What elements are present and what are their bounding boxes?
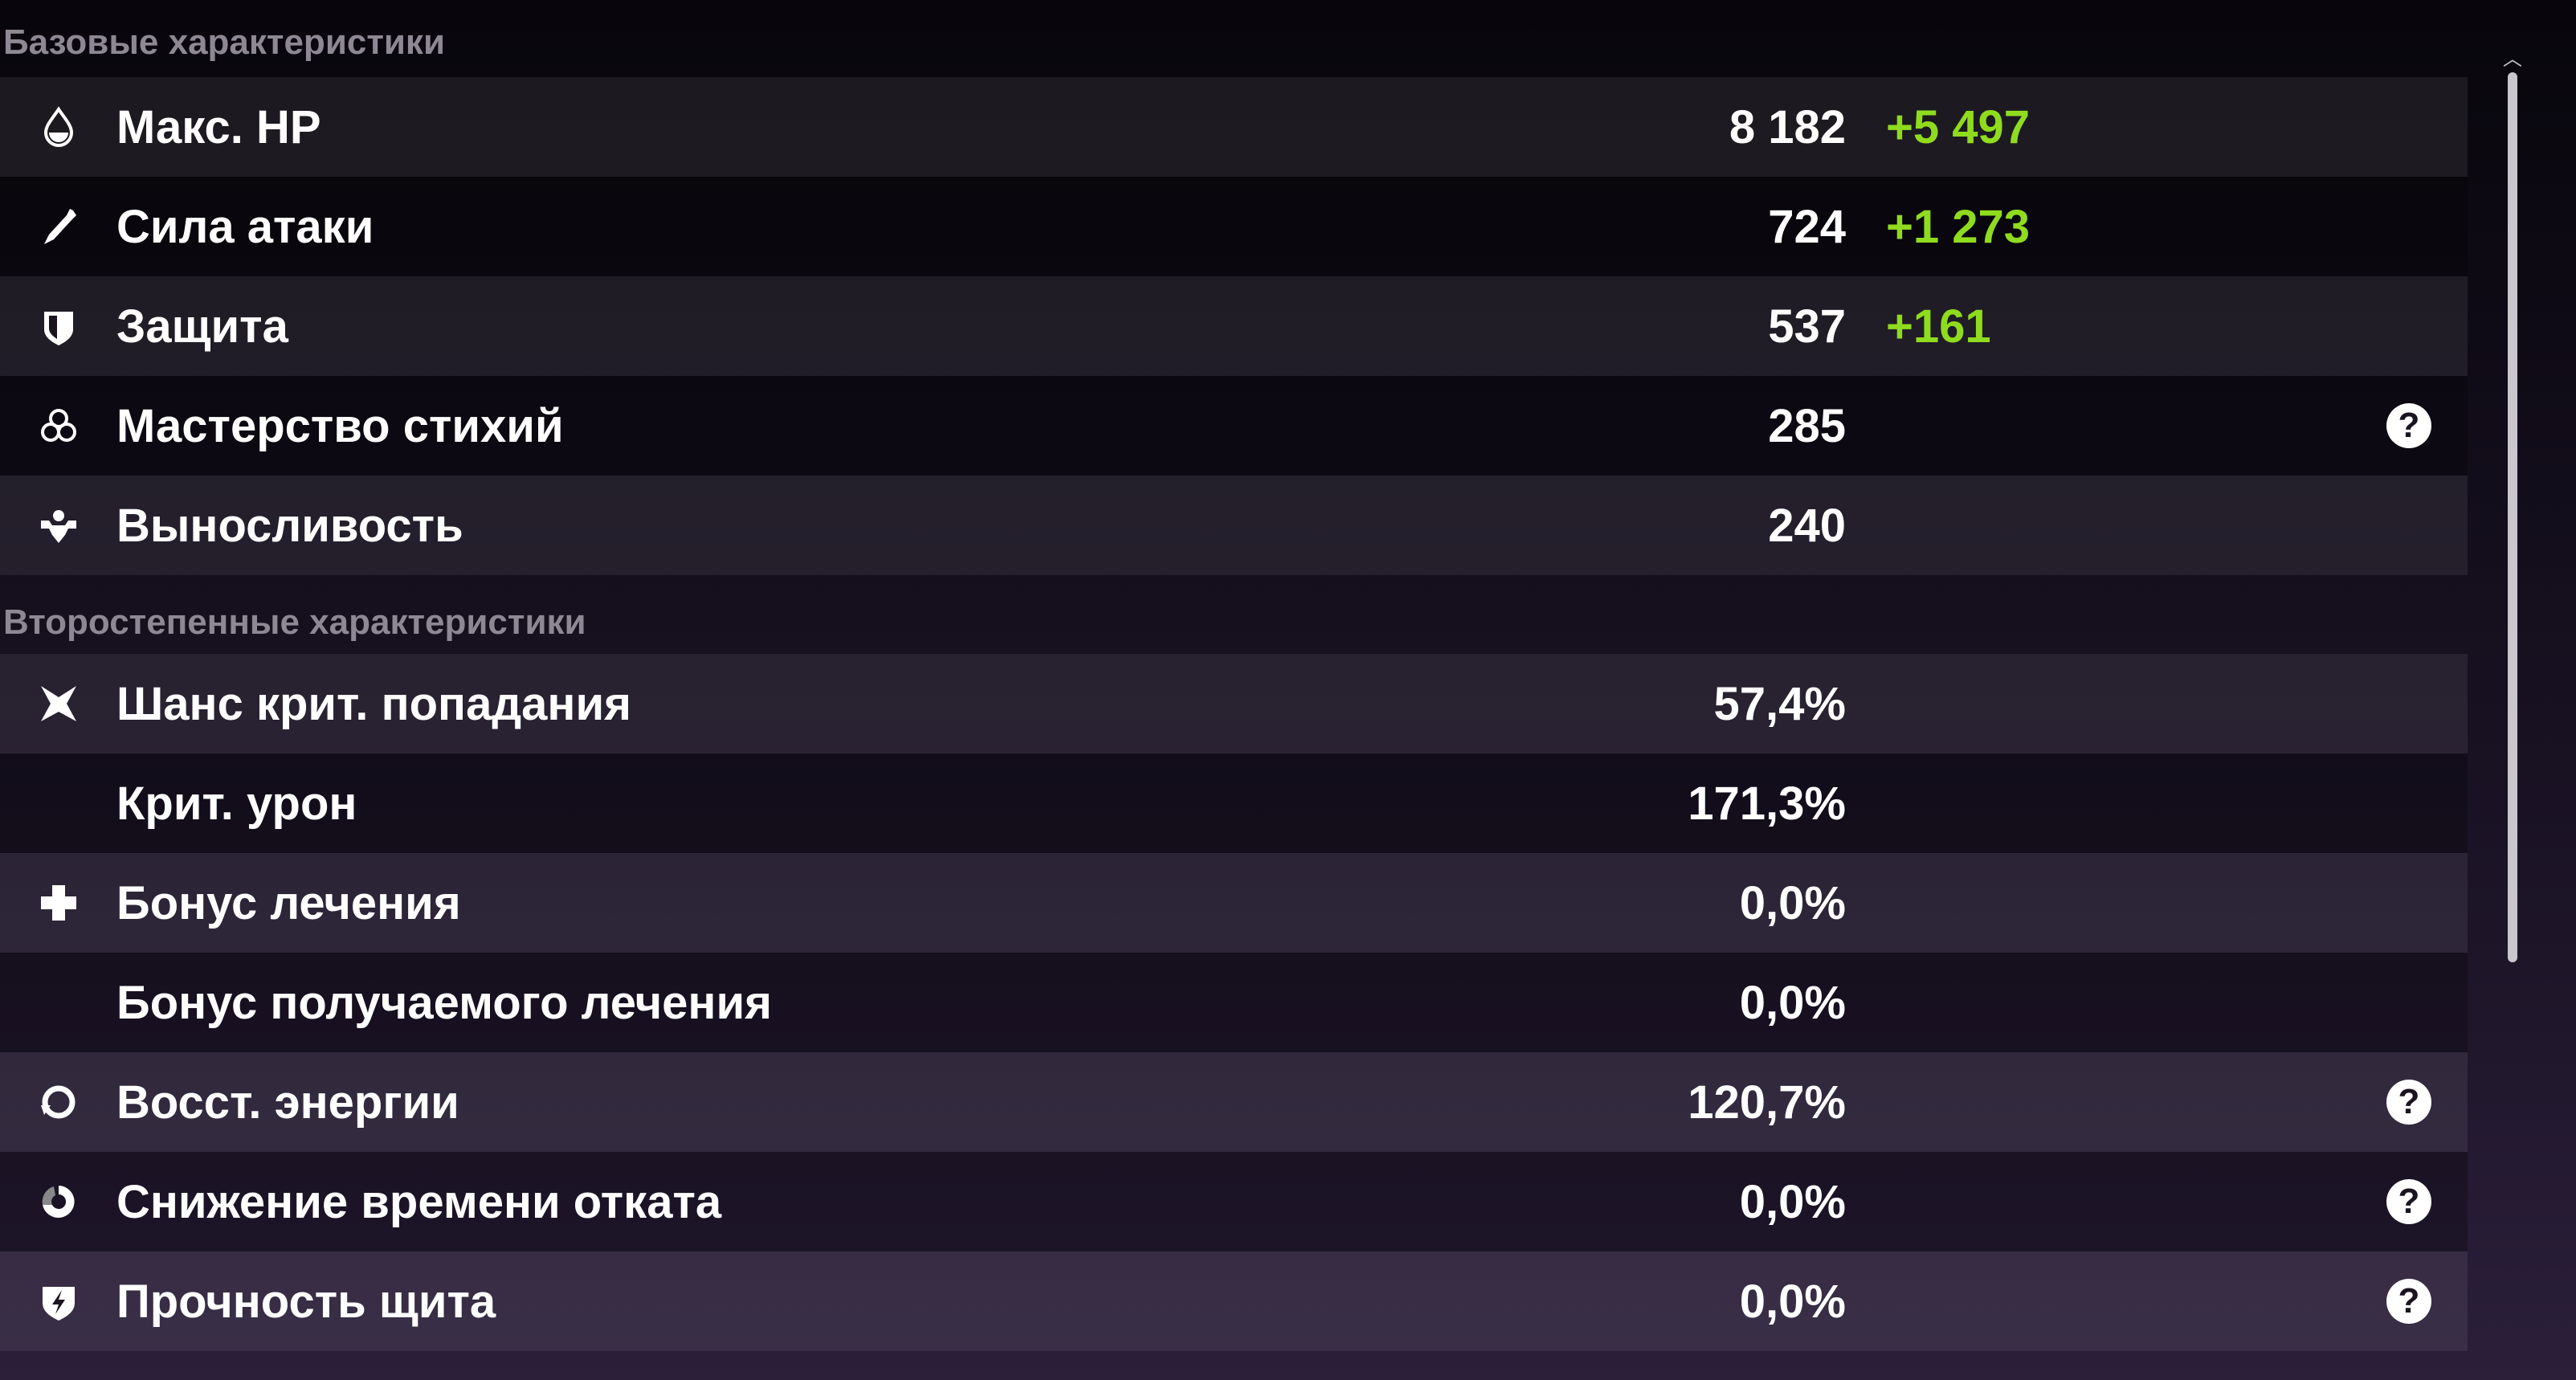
elemental-mastery-icon [37,404,80,447]
stat-label: Сила атаки [116,200,374,253]
shield-strength-icon [37,1280,80,1323]
stat-label: Шанс крит. попадания [116,677,631,730]
stat-value: 240 [1768,499,1846,552]
stat-row: Макс. HP 8 182 +5 497 [0,77,2468,177]
section-title-basic: Базовые характеристики [3,22,445,62]
stat-label: Крит. урон [116,777,357,830]
stat-row: Крит. урон 171,3% [0,753,2468,853]
stat-row: Защита 537 +161 [0,276,2468,376]
healing-bonus-icon [37,881,80,925]
stat-row: Восст. энергии 120,7%? [0,1052,2468,1152]
section-title-advanced: Второстепенные характеристики [3,602,586,642]
scrollbar[interactable] [2508,72,2517,962]
stamina-icon [37,504,80,547]
stat-row: Выносливость 240 [0,476,2468,575]
stat-label: Бонус лечения [116,876,461,929]
stat-label: Мастерство стихий [116,399,564,452]
stat-value: 0,0% [1739,1175,1846,1228]
hp-drop-icon [37,105,80,149]
stat-row: Сила атаки 724 +1 273 [0,177,2468,276]
stat-label: Восст. энергии [116,1076,459,1129]
stat-label: Макс. HP [116,100,321,153]
stat-label: Снижение времени отката [116,1175,722,1228]
stat-row: Бонус получаемого лечения 0,0% [0,953,2468,1052]
stat-value: 285 [1768,399,1846,452]
stat-row: Снижение времени отката 0,0%? [0,1152,2468,1251]
cooldown-reduction-icon [37,1180,80,1223]
crit-rate-icon [37,682,80,725]
scroll-up-icon[interactable]: ︿ [2503,48,2522,70]
sword-icon [37,205,80,248]
shield-icon [37,304,80,348]
stat-value: 0,0% [1739,1275,1846,1328]
stat-value: 0,0% [1739,976,1846,1029]
stat-bonus: +161 [1886,300,1991,353]
help-icon[interactable]: ? [2386,1080,2431,1125]
stat-value: 724 [1768,200,1846,253]
stat-row: Мастерство стихий 285? [0,376,2468,476]
stat-bonus: +1 273 [1886,200,2031,253]
help-icon[interactable]: ? [2386,403,2431,448]
stat-value: 57,4% [1713,677,1846,730]
stat-value: 0,0% [1739,876,1846,929]
stat-row: Бонус лечения 0,0% [0,853,2468,953]
stat-row: Прочность щита 0,0%? [0,1251,2468,1351]
energy-recharge-icon [37,1080,80,1124]
stat-row: Шанс крит. попадания 57,4% [0,654,2468,753]
help-icon[interactable]: ? [2386,1279,2431,1324]
help-icon[interactable]: ? [2386,1179,2431,1224]
stat-value: 537 [1768,300,1846,353]
stat-bonus: +5 497 [1886,100,2031,153]
stat-value: 171,3% [1688,777,1846,830]
stat-value: 8 182 [1729,100,1846,153]
stat-label: Бонус получаемого лечения [116,976,772,1029]
stat-label: Выносливость [116,499,463,552]
stat-value: 120,7% [1688,1076,1846,1129]
stat-label: Защита [116,300,288,353]
stat-label: Прочность щита [116,1275,496,1328]
